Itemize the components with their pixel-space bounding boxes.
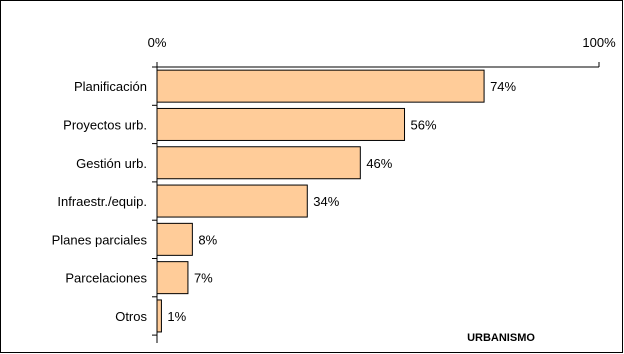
value-label: 1% — [167, 309, 186, 324]
bar — [156, 299, 162, 333]
category-label: Planes parciales — [52, 232, 148, 247]
x-tick-label: 0% — [148, 35, 167, 50]
category-label: Parcelaciones — [65, 271, 147, 286]
category-label: Planificación — [74, 79, 147, 94]
bars-layer — [156, 69, 485, 333]
bar — [156, 146, 361, 180]
category-label: Infraestr./equip. — [57, 194, 147, 209]
labels-layer: Planificación 74% Proyectos urb. 56% Gestión… — [52, 79, 517, 324]
x-tick-label: 100% — [582, 35, 616, 50]
bar — [156, 107, 406, 141]
value-label: 34% — [313, 194, 339, 209]
bar — [156, 69, 485, 103]
value-label: 74% — [490, 79, 516, 94]
value-label: 46% — [366, 156, 392, 171]
value-label: 7% — [194, 271, 213, 286]
category-label: Gestión urb. — [76, 156, 147, 171]
category-label: Proyectos urb. — [63, 117, 147, 132]
bar — [156, 184, 308, 218]
value-label: 56% — [411, 117, 437, 132]
section-label: URBANISMO — [467, 332, 535, 344]
bar — [156, 222, 193, 256]
category-label: Otros — [115, 309, 147, 324]
bar — [156, 261, 189, 295]
value-label: 8% — [198, 232, 217, 247]
